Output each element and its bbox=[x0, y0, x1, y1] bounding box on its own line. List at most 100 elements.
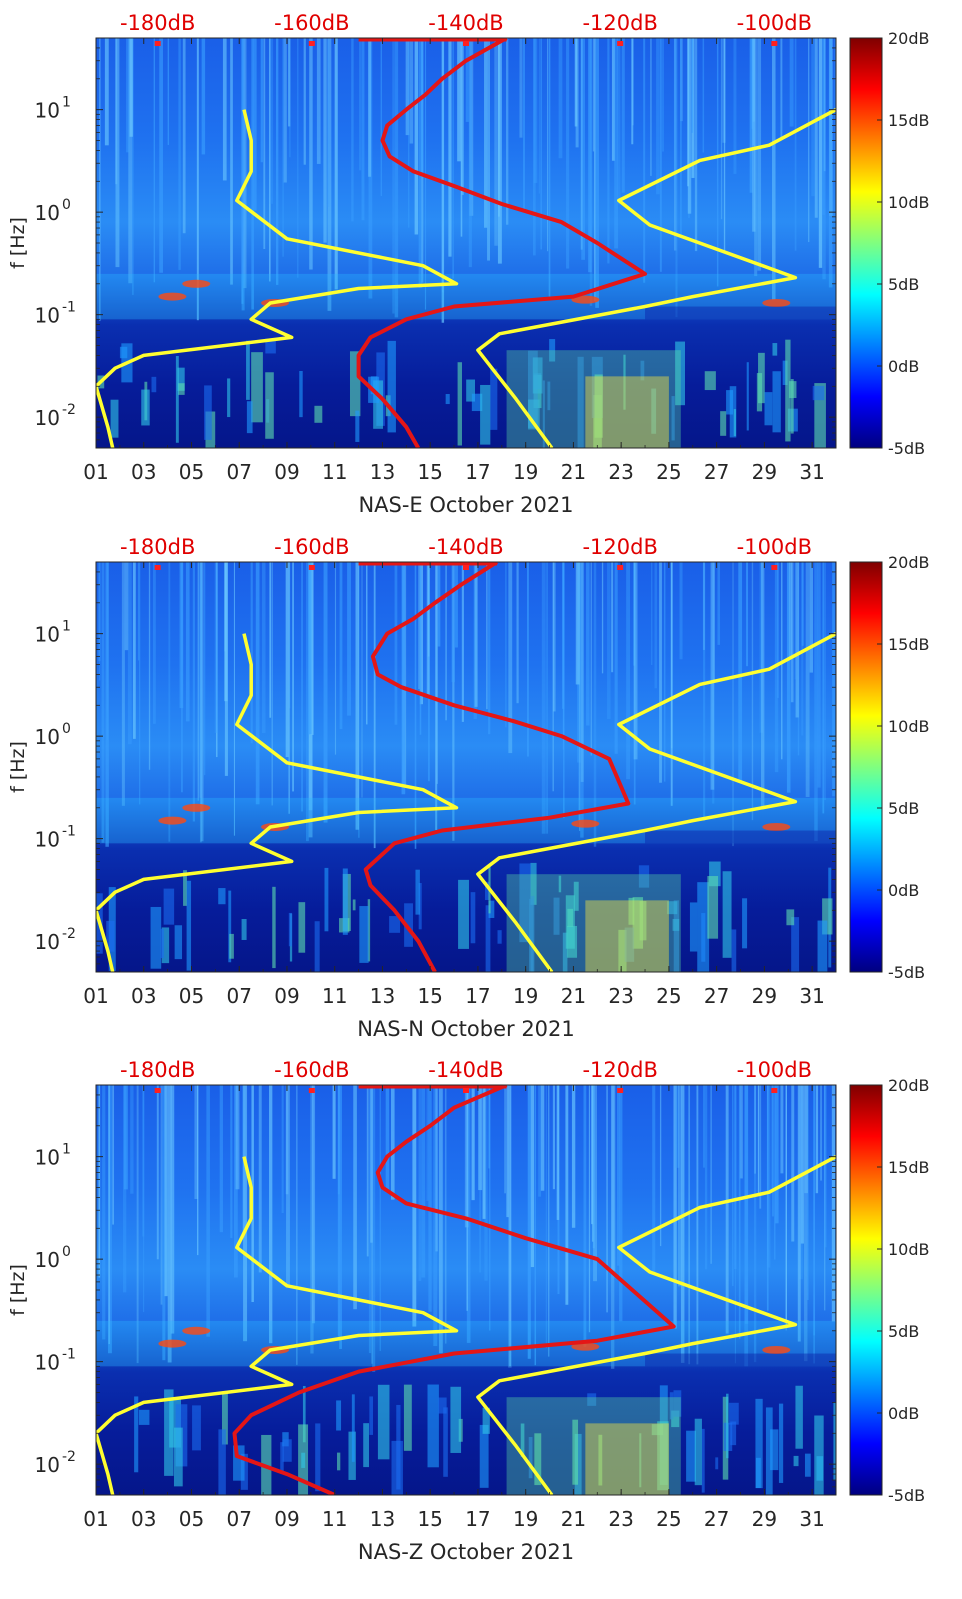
top-db-tick-label: -100dB bbox=[737, 11, 812, 35]
spectrogram-panel-1: 01 03 05 07 09 11 13 15 17 19 21 23 25 27 29 3110-210-1… bbox=[7, 11, 930, 517]
x-axis-label: NAS-N October 2021 bbox=[357, 1017, 575, 1041]
top-db-tick-label: -100dB bbox=[737, 1058, 812, 1082]
colorbar-tick-label: 10dB bbox=[888, 717, 930, 736]
y-tick-exponent: -1 bbox=[62, 824, 76, 840]
top-db-tick-label: -180dB bbox=[120, 535, 195, 559]
colorbar-tick-label: 0dB bbox=[888, 1404, 919, 1423]
x-tick-label: 29 bbox=[752, 460, 777, 484]
y-axis-label: f [Hz] bbox=[7, 1264, 29, 1316]
y-tick-label: 10 bbox=[35, 1248, 60, 1272]
top-db-tick-label: -120dB bbox=[582, 1058, 657, 1082]
x-tick-label: 09 bbox=[274, 1507, 299, 1531]
y-tick-exponent: -1 bbox=[62, 300, 76, 316]
y-tick-label: 10 bbox=[35, 201, 60, 225]
y-axis-label: f [Hz] bbox=[7, 217, 29, 269]
x-tick-label: 01 bbox=[83, 984, 108, 1008]
y-tick-exponent: 1 bbox=[62, 619, 71, 635]
y-tick-exponent: -2 bbox=[62, 926, 76, 942]
x-tick-label: 31 bbox=[799, 460, 824, 484]
x-tick-label: 29 bbox=[752, 984, 777, 1008]
x-tick-label: 11 bbox=[322, 984, 347, 1008]
x-tick-label: 23 bbox=[608, 984, 633, 1008]
x-tick-label: 05 bbox=[179, 984, 204, 1008]
x-tick-label: 13 bbox=[370, 1507, 395, 1531]
top-db-tick-label: -140dB bbox=[428, 11, 503, 35]
series-line-2 bbox=[476, 108, 836, 448]
x-tick-label: 11 bbox=[322, 460, 347, 484]
top-db-tick-label: -160dB bbox=[274, 1058, 349, 1082]
x-tick-label: 19 bbox=[513, 460, 538, 484]
colorbar-tick-label: 10dB bbox=[888, 193, 930, 212]
spectrogram-image bbox=[96, 562, 836, 972]
x-tick-label: 07 bbox=[226, 1507, 251, 1531]
colorbar: 20dB 15dB 10dB 5dB 0dB -5dB bbox=[849, 1076, 930, 1505]
x-tick-label: 17 bbox=[465, 1507, 490, 1531]
y-tick-label: 10 bbox=[35, 623, 60, 647]
colorbar-tick-label: 20dB bbox=[888, 1076, 930, 1095]
x-tick-label: 03 bbox=[131, 460, 156, 484]
y-axis-label: f [Hz] bbox=[7, 741, 29, 793]
x-tick-label: 09 bbox=[274, 984, 299, 1008]
top-db-tick-label: -120dB bbox=[582, 535, 657, 559]
y-tick-exponent: 0 bbox=[62, 1244, 71, 1260]
x-tick-label: 31 bbox=[799, 1507, 824, 1531]
y-tick-exponent: 1 bbox=[62, 1142, 71, 1158]
x-tick-label: 21 bbox=[561, 984, 586, 1008]
x-tick-label: 29 bbox=[752, 1507, 777, 1531]
x-tick-label: 31 bbox=[799, 984, 824, 1008]
y-tick-label: 10 bbox=[35, 1351, 60, 1375]
colorbar: 20dB 15dB 10dB 5dB 0dB -5dB bbox=[849, 553, 930, 982]
x-tick-label: 01 bbox=[83, 460, 108, 484]
x-tick-label: 17 bbox=[465, 460, 490, 484]
colorbar-tick-label: 0dB bbox=[888, 357, 919, 376]
x-axis-label: NAS-E October 2021 bbox=[358, 493, 573, 517]
x-tick-label: 15 bbox=[417, 1507, 442, 1531]
spectrogram-image bbox=[96, 38, 836, 448]
y-tick-exponent: 1 bbox=[62, 95, 71, 111]
y-tick-label: 10 bbox=[35, 828, 60, 852]
y-tick-label: 10 bbox=[35, 304, 60, 328]
y-tick-exponent: 0 bbox=[62, 197, 71, 213]
x-tick-label: 15 bbox=[417, 460, 442, 484]
x-tick-label: 01 bbox=[83, 1507, 108, 1531]
x-tick-label: 15 bbox=[417, 984, 442, 1008]
y-tick-exponent: -2 bbox=[62, 1449, 76, 1465]
series-line-3 bbox=[363, 562, 631, 972]
series-line-1 bbox=[96, 633, 459, 972]
x-tick-label: 09 bbox=[274, 460, 299, 484]
x-tick-label: 27 bbox=[704, 460, 729, 484]
x-tick-label: 19 bbox=[513, 1507, 538, 1531]
y-tick-label: 10 bbox=[35, 1453, 60, 1477]
x-tick-label: 27 bbox=[704, 1507, 729, 1531]
series-line-3 bbox=[356, 38, 647, 448]
y-tick-label: 10 bbox=[35, 1146, 60, 1170]
series-line-1 bbox=[96, 1156, 459, 1495]
x-tick-label: 17 bbox=[465, 984, 490, 1008]
colorbar-tick-label: 15dB bbox=[888, 1158, 930, 1177]
x-tick-label: 07 bbox=[226, 460, 251, 484]
x-tick-label: 11 bbox=[322, 1507, 347, 1531]
x-axis-label: NAS-Z October 2021 bbox=[358, 1540, 574, 1564]
y-tick-label: 10 bbox=[35, 406, 60, 430]
colorbar-tick-label: 10dB bbox=[888, 1240, 930, 1259]
x-tick-label: 25 bbox=[656, 460, 681, 484]
y-tick-label: 10 bbox=[35, 930, 60, 954]
colorbar: 20dB 15dB 10dB 5dB 0dB -5dB bbox=[849, 29, 930, 458]
top-db-tick-label: -140dB bbox=[428, 535, 503, 559]
spectrogram-image bbox=[96, 1085, 836, 1495]
x-tick-label: 03 bbox=[131, 984, 156, 1008]
y-tick-exponent: -1 bbox=[62, 1347, 76, 1363]
x-tick-label: 13 bbox=[370, 460, 395, 484]
top-db-tick-label: -100dB bbox=[737, 535, 812, 559]
colorbar-tick-label: -5dB bbox=[888, 963, 925, 982]
y-tick-exponent: 0 bbox=[62, 721, 71, 737]
colorbar-tick-label: 0dB bbox=[888, 881, 919, 900]
x-tick-label: 27 bbox=[704, 984, 729, 1008]
series-line-2 bbox=[476, 632, 836, 972]
spectrogram-panel-2: 01 03 05 07 09 11 13 15 17 19 21 23 25 27 29 3110-210-1… bbox=[7, 535, 930, 1041]
top-db-tick-label: -160dB bbox=[274, 11, 349, 35]
top-db-tick-label: -140dB bbox=[428, 1058, 503, 1082]
series-line-3 bbox=[232, 1085, 676, 1495]
x-tick-label: 05 bbox=[179, 1507, 204, 1531]
